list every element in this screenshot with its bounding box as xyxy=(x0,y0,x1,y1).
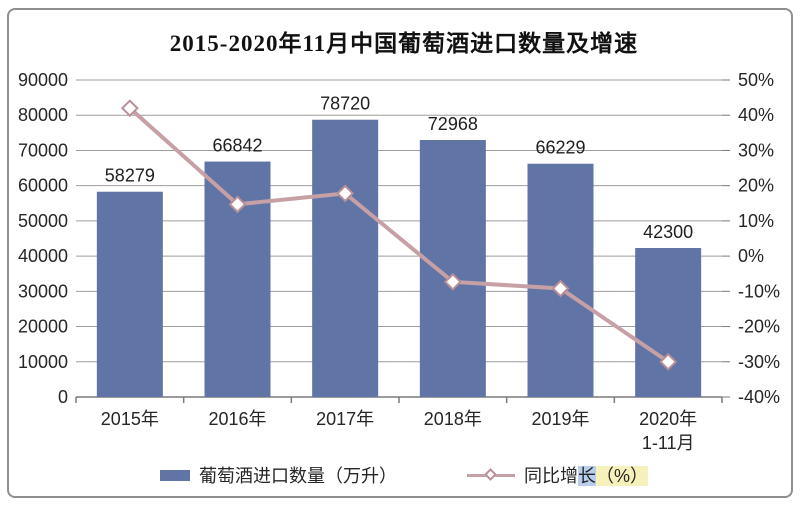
legend-item-import-volume: 葡萄酒进口数量（万升） xyxy=(159,462,397,488)
y-axis-right-label: 30% xyxy=(738,140,774,160)
x-axis-sublabel: 1-11月 xyxy=(642,433,695,453)
x-axis-label: 2018年 xyxy=(424,409,482,429)
line-series-marker-icon xyxy=(466,467,515,483)
y-axis-left-label: 70000 xyxy=(18,140,68,160)
x-axis-label: 2020年 xyxy=(639,409,697,429)
bar-value-label: 66842 xyxy=(212,136,262,156)
y-axis-left-label: 50000 xyxy=(18,211,68,231)
y-axis-right-label: 20% xyxy=(738,176,774,196)
growth-marker-diamond xyxy=(336,184,355,203)
y-axis-left-label: 10000 xyxy=(18,352,68,372)
y-axis-right-label: 50% xyxy=(738,70,774,90)
bar-value-label: 66229 xyxy=(535,138,585,158)
y-axis-left-label: 40000 xyxy=(18,246,68,266)
growth-marker-diamond xyxy=(551,279,570,298)
y-axis-left-label: 80000 xyxy=(18,105,68,125)
bar-2018年 xyxy=(419,139,486,398)
bar-2017年 xyxy=(312,119,379,398)
x-axis-label: 2017年 xyxy=(316,409,374,429)
growth-marker-diamond xyxy=(120,99,139,118)
x-axis-label: 2015年 xyxy=(101,409,159,429)
y-axis-right-label: 10% xyxy=(738,211,774,231)
growth-line xyxy=(128,106,670,364)
x-axis-label: 2019年 xyxy=(531,409,589,429)
bar-series-swatch-icon xyxy=(159,469,190,481)
y-axis-right-label: -20% xyxy=(738,317,780,337)
y-axis-left-label: 30000 xyxy=(18,281,68,301)
y-axis-right-label: -30% xyxy=(738,352,780,372)
chart-legend: 葡萄酒进口数量（万升） 同比增长（%） xyxy=(0,458,808,492)
y-axis-right-label: -10% xyxy=(738,281,780,301)
y-axis-right-label: 40% xyxy=(738,105,774,125)
chart-title: 2015-2020年11月中国葡萄酒进口数量及增速 xyxy=(169,31,639,56)
y-axis-left-label: 90000 xyxy=(18,70,68,90)
bar-2015年 xyxy=(96,191,163,397)
legend-item-growth-rate: 同比增长（%） xyxy=(466,462,648,488)
x-axis-label: 2016年 xyxy=(208,409,266,429)
legend-label-growth-rate: 同比增长（%） xyxy=(523,466,648,486)
y-axis-right-label: 0% xyxy=(738,246,764,266)
bar-value-label: 42300 xyxy=(643,222,693,242)
bar-2020年 xyxy=(635,248,702,397)
y-axis-left-label: 0 xyxy=(58,387,68,407)
y-axis-left-label: 60000 xyxy=(18,176,68,196)
bar-value-label: 78720 xyxy=(320,94,370,114)
y-axis-right-label: -40% xyxy=(738,387,780,407)
growth-marker-diamond xyxy=(443,272,462,291)
legend-label-import-volume: 葡萄酒进口数量（万升） xyxy=(198,466,397,486)
y-axis-left-label: 20000 xyxy=(18,317,68,337)
bar-value-label: 58279 xyxy=(105,166,155,186)
bar-value-label: 72968 xyxy=(428,114,478,134)
growth-marker-diamond xyxy=(228,195,247,214)
growth-marker-diamond xyxy=(659,352,678,371)
